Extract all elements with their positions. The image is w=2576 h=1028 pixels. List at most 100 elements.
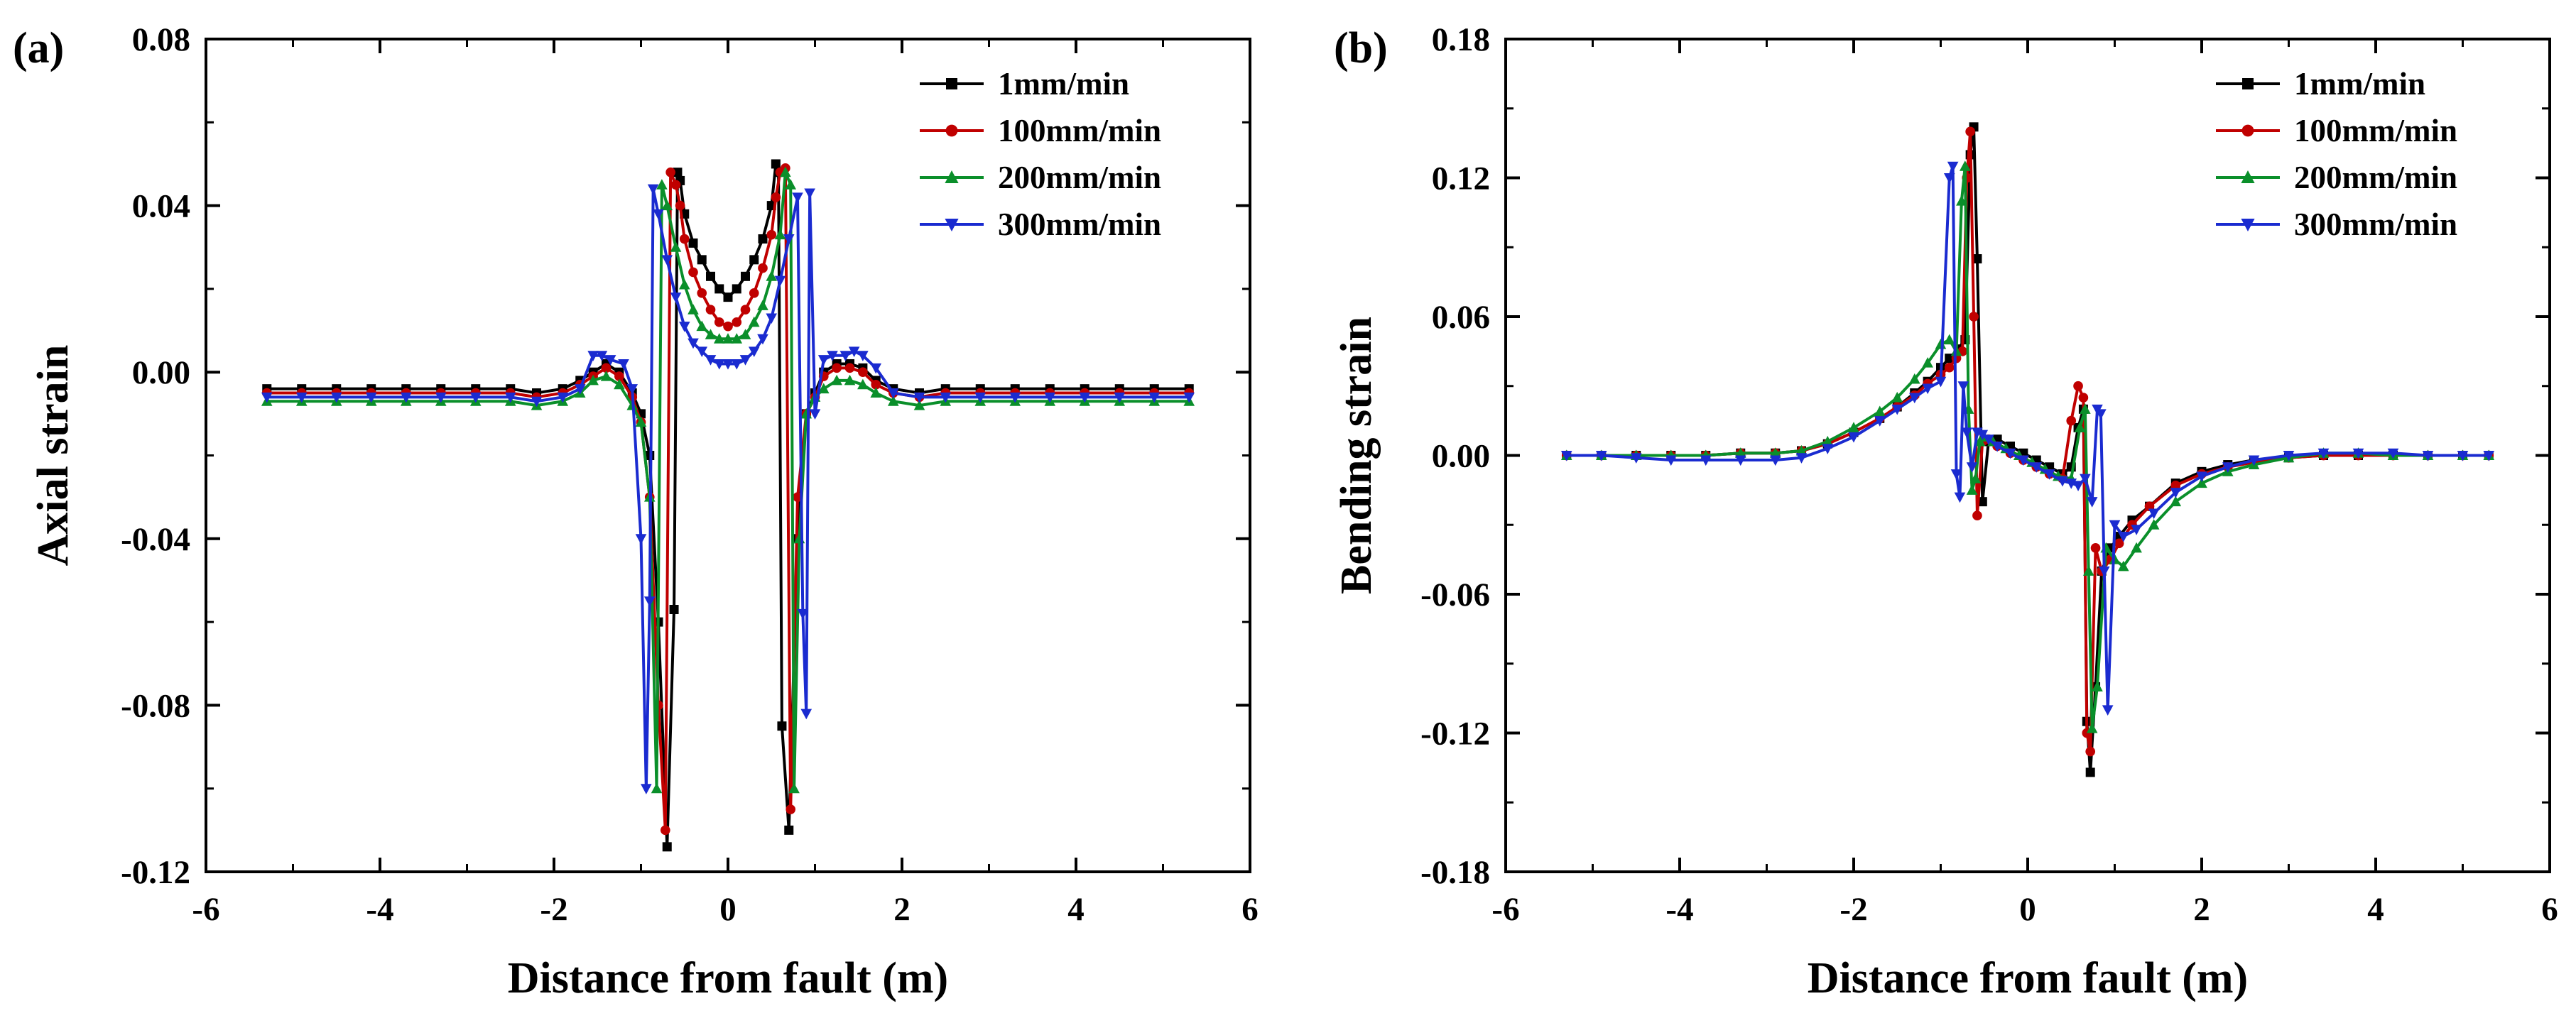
data-point (1969, 312, 1979, 322)
x-tick-label: 4 (2367, 891, 2384, 928)
y-tick-label: 0.18 (1432, 21, 1490, 58)
data-point (1822, 435, 1834, 447)
legend: 1mm/min 100mm/min 200mm/min 300mm/min (920, 66, 1161, 242)
data-point (675, 200, 685, 211)
data-point (913, 392, 925, 403)
data-point (731, 359, 743, 370)
data-point (1769, 455, 1781, 466)
data-point (614, 371, 624, 381)
data-point (2317, 448, 2330, 459)
data-point (2131, 542, 2142, 553)
data-point (2170, 496, 2182, 507)
data-point (574, 384, 586, 395)
data-point (2086, 497, 2098, 508)
y-tick-label: 0.12 (1432, 160, 1490, 197)
legend-label: 1mm/min (2294, 66, 2425, 102)
data-point (596, 351, 608, 361)
data-point (661, 199, 673, 211)
data-point (641, 784, 652, 794)
data-point (618, 359, 629, 370)
y-tick-label: 0.08 (132, 21, 190, 58)
data-point (766, 270, 778, 281)
data-point (1908, 373, 1920, 384)
data-point (1148, 392, 1161, 403)
x-axis-label: Distance from fault (m) (1808, 954, 2248, 1002)
legend-label: 300mm/min (998, 207, 1161, 242)
data-point (688, 267, 698, 278)
legend-marker (2241, 219, 2255, 231)
data-point (469, 392, 482, 403)
y-tick-label: 0.06 (1432, 299, 1490, 336)
data-point (1891, 391, 1903, 403)
x-tick-label: 2 (2193, 891, 2210, 928)
data-point (857, 378, 869, 390)
legend-label: 1mm/min (998, 66, 1129, 102)
data-point (678, 322, 690, 332)
legend-label: 200mm/min (2294, 160, 2457, 195)
data-point (1769, 447, 1781, 458)
legend-label: 300mm/min (2294, 207, 2457, 242)
data-point (2078, 393, 2089, 403)
data-point (1961, 427, 1973, 439)
data-point (670, 241, 682, 252)
data-point (2352, 448, 2364, 459)
series-line (1566, 165, 2489, 711)
legend-marker (2242, 78, 2254, 89)
data-point (1983, 434, 1994, 445)
plot-area (261, 159, 1195, 852)
data-point (697, 288, 707, 298)
data-point (2099, 566, 2110, 577)
data-point (758, 234, 768, 244)
data-point (705, 305, 716, 315)
data-point (1972, 254, 1982, 264)
data-point (1956, 195, 1967, 206)
data-point (705, 355, 717, 366)
data-point (626, 384, 638, 395)
data-point (771, 159, 781, 169)
data-point (1966, 462, 1978, 473)
legend-marker (946, 78, 957, 89)
data-point (827, 351, 838, 361)
x-tick-label: 6 (1241, 891, 1259, 928)
data-point (785, 179, 796, 190)
data-point (788, 782, 800, 794)
data-point (800, 709, 813, 720)
data-point (732, 317, 742, 327)
data-point (2080, 403, 2091, 414)
x-tick-label: -4 (366, 891, 393, 928)
data-point (749, 288, 759, 298)
y-tick-label: -0.04 (121, 521, 190, 558)
data-point (531, 396, 543, 408)
data-point (831, 374, 842, 386)
data-point (1943, 173, 1955, 184)
x-axis-label: Distance from fault (m) (508, 954, 948, 1002)
data-point (2283, 451, 2295, 461)
data-point (741, 271, 750, 281)
data-point (1977, 430, 1989, 441)
data-point (2131, 525, 2142, 535)
data-point (739, 355, 751, 366)
data-point (731, 333, 743, 344)
data-point (1991, 441, 2003, 452)
data-point (688, 238, 698, 248)
data-point (1935, 376, 1947, 388)
data-point (714, 284, 724, 294)
data-point (2082, 565, 2094, 576)
data-point (748, 346, 760, 357)
data-point (665, 167, 675, 177)
data-point (748, 316, 760, 327)
data-point (2095, 409, 2107, 420)
data-point (295, 392, 308, 403)
data-point (2148, 508, 2160, 520)
data-point (713, 333, 725, 344)
data-point (2085, 767, 2095, 777)
data-point (809, 409, 821, 420)
data-point (1874, 405, 1886, 417)
data-point (1965, 126, 1975, 137)
data-point (604, 355, 616, 366)
data-point (678, 278, 690, 290)
data-point (1630, 453, 1642, 464)
data-point (714, 317, 724, 327)
legend: 1mm/min 100mm/min 200mm/min 300mm/min (2216, 66, 2457, 242)
